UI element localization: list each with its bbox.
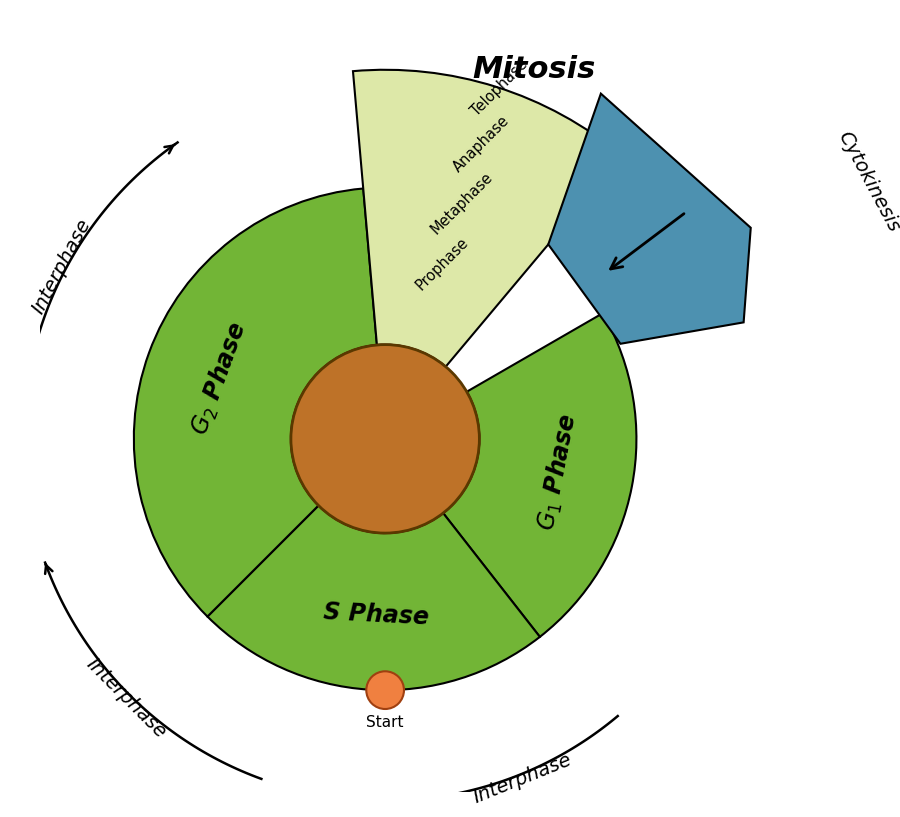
Circle shape (291, 345, 480, 533)
Text: Interphase: Interphase (82, 654, 169, 742)
Text: Cytokinesis: Cytokinesis (834, 128, 900, 235)
Wedge shape (134, 189, 377, 617)
Text: $G_2$ Phase: $G_2$ Phase (186, 318, 253, 440)
Text: Telophase: Telophase (468, 56, 530, 119)
Wedge shape (207, 506, 540, 690)
Wedge shape (353, 69, 623, 367)
Text: Start: Start (366, 715, 404, 730)
Circle shape (366, 672, 404, 709)
Wedge shape (443, 313, 636, 637)
Text: Interphase: Interphase (28, 216, 94, 317)
Text: $G_1$ Phase: $G_1$ Phase (533, 412, 582, 534)
Text: Anaphase: Anaphase (450, 113, 512, 175)
Text: S Phase: S Phase (322, 600, 429, 629)
Text: Mitosis: Mitosis (472, 55, 596, 84)
Text: Metaphase: Metaphase (428, 170, 495, 238)
Polygon shape (548, 94, 751, 344)
Text: Interphase: Interphase (471, 751, 574, 807)
Text: Prophase: Prophase (413, 234, 472, 292)
